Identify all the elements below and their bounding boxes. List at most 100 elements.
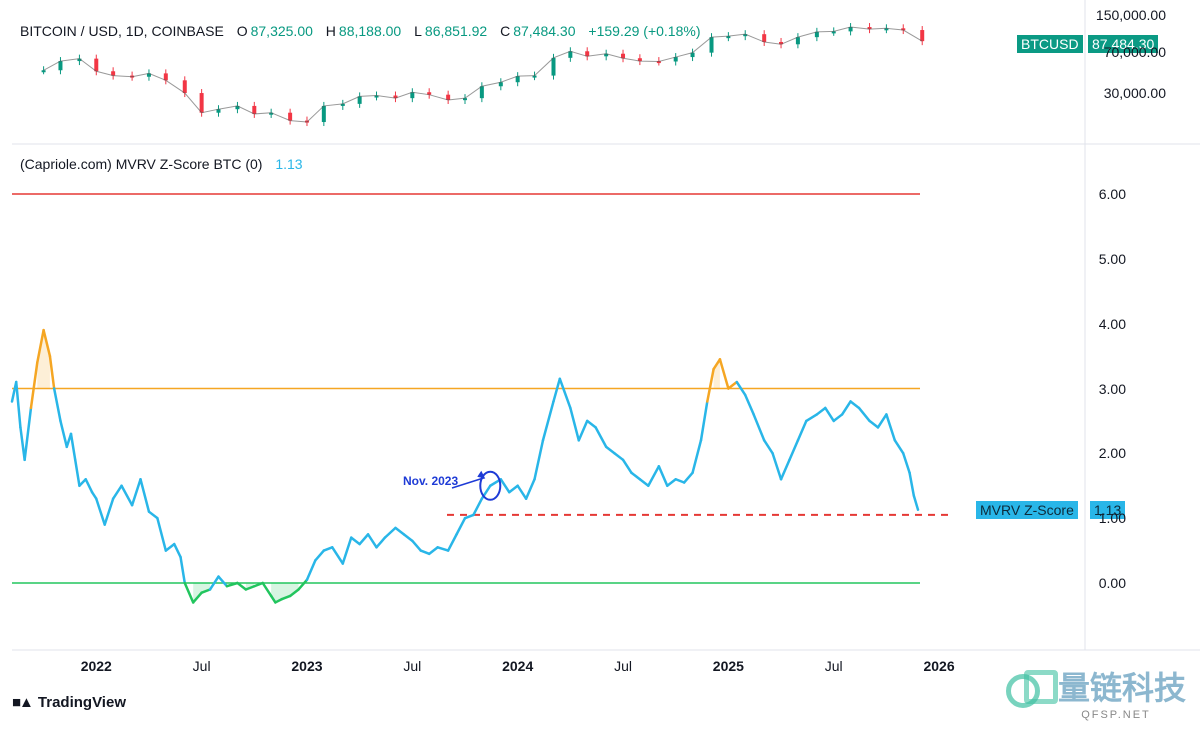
mvrv-line-segment <box>743 393 755 416</box>
mvrv-line-segment <box>788 439 800 462</box>
x-tick-label: 2025 <box>712 658 744 674</box>
mvrv-line-segment <box>69 432 77 462</box>
close-label: C <box>500 23 511 39</box>
mvrv-line-segment <box>638 478 650 487</box>
mvrv-line-segment <box>691 439 703 475</box>
mvrv-y-tick: 2.00 <box>1098 445 1126 462</box>
close-value: 87,484.30 <box>513 23 576 39</box>
mvrv-line-segment <box>331 546 345 565</box>
low-value: 86,851.92 <box>424 23 488 39</box>
mvrv-line-segment <box>394 526 406 536</box>
mvrv-line-segment <box>682 471 694 484</box>
low-label: L <box>414 23 422 39</box>
mvrv-line-segment <box>225 581 239 588</box>
mvrv-y-tick: 3.00 <box>1098 380 1126 397</box>
mvrv-line-segment <box>857 406 871 423</box>
mvrv-line-segment <box>84 478 94 494</box>
mvrv-line-segment <box>358 533 370 546</box>
mvrv-y-tick: 5.00 <box>1098 250 1126 267</box>
mvrv-badge-value: 1.13 <box>1090 501 1126 519</box>
mvrv-line-segment <box>280 594 292 601</box>
mvrv-line-segment <box>402 533 414 543</box>
mvrv-line-segment <box>179 555 187 585</box>
mvrv-line-segment <box>472 497 484 517</box>
mvrv-line-segment <box>411 539 423 552</box>
x-tick-label: Jul <box>192 658 211 674</box>
mvrv-line-segment <box>752 413 766 442</box>
mvrv-line-segment <box>657 465 669 487</box>
mvrv-line-segment <box>73 458 81 487</box>
mvrv-line-segment <box>577 419 589 442</box>
mvrv-line-segment <box>183 581 195 604</box>
mvrv-line-segment <box>217 575 229 588</box>
mvrv-line-segment <box>191 591 203 604</box>
mvrv-line-segment <box>647 465 661 487</box>
mvrv-y-tick: 4.00 <box>1098 315 1126 332</box>
x-tick-label: 2022 <box>80 658 112 674</box>
annotation-arrowhead <box>477 470 486 479</box>
mvrv-line-segment <box>383 526 397 539</box>
price-badge: BTCUSD <box>1017 35 1083 53</box>
tradingview-logo[interactable]: ■▲ TradingView <box>12 694 126 711</box>
mvrv-line-segment <box>706 367 715 403</box>
mvrv-line-segment <box>164 542 176 552</box>
price-badge-number: 87,484.30 <box>1092 36 1155 52</box>
mvrv-line-segment <box>269 594 277 604</box>
mvrv-line-segment <box>446 533 458 552</box>
price-header: BITCOIN / USD, 1D, COINBASE O 87,325.00 H… <box>20 23 704 39</box>
mvrv-line-segment <box>524 478 536 500</box>
tradingview-brand: TradingView <box>37 694 126 711</box>
mvrv-line-segment <box>120 484 134 507</box>
x-tick-label: Jul <box>403 658 422 674</box>
mvrv-line-segment <box>111 484 123 500</box>
mvrv-line-segment <box>236 581 248 591</box>
watermark-en: QFSP.NET <box>1081 709 1151 721</box>
mvrv-line-segment <box>762 439 774 455</box>
mvrv-line-segment <box>427 546 439 556</box>
mvrv-line-segment <box>585 419 597 429</box>
mvrv-line-segment <box>130 478 142 507</box>
mvrv-line-segment <box>261 581 273 598</box>
mvrv-line-segment <box>36 328 45 364</box>
mvrv-line-segment <box>42 328 52 358</box>
undervalued-fill <box>271 583 299 603</box>
high-label: H <box>325 23 336 39</box>
indicator-title: (Capriole.com) MVRV Z-Score BTC (0) <box>20 156 263 172</box>
mvrv-line-segment <box>727 380 739 390</box>
x-tick-label: Jul <box>614 658 632 674</box>
mvrv-line-segment <box>735 380 747 397</box>
mvrv-line-segment <box>604 445 616 455</box>
mvrv-badge-number: 1.13 <box>1094 502 1122 518</box>
mvrv-line-segment <box>507 484 519 494</box>
price-badge-value: 87,484.30 <box>1088 35 1159 53</box>
mvrv-line-segment <box>779 458 791 481</box>
mvrv-line-segment <box>541 400 555 442</box>
mvrv-line-segment <box>885 413 897 442</box>
mvrv-line-segment <box>499 478 511 494</box>
mvrv-line-segment <box>288 588 300 598</box>
watermark-cn: 量链科技 <box>1057 670 1186 706</box>
x-tick-label: 2024 <box>502 658 534 674</box>
mvrv-line-segment <box>103 497 115 526</box>
annotation-circle <box>479 470 502 501</box>
mvrv-line-segment <box>815 406 827 416</box>
mvrv-line-segment <box>59 419 69 449</box>
mvrv-line-segment <box>569 406 581 442</box>
mvrv-line-segment <box>19 426 26 462</box>
mvrv-line-segment <box>208 575 220 591</box>
mvrv-line-segment <box>90 490 98 500</box>
mvrv-line-segment <box>832 413 844 423</box>
mvrv-line-segment <box>48 354 56 390</box>
mvrv-line-segment <box>341 536 353 565</box>
mvrv-line-segment <box>840 400 852 416</box>
mvrv-line-segment <box>805 413 819 423</box>
watermark-logo-icon <box>1005 666 1058 708</box>
mvrv-line-segment <box>533 439 545 481</box>
high-value: 88,188.00 <box>338 23 402 39</box>
mvrv-y-tick: 0.00 <box>1098 575 1126 591</box>
mvrv-line-segment <box>674 478 686 484</box>
mvrv-line-segment <box>29 361 39 410</box>
mvrv-line-segment <box>366 533 378 549</box>
change-value: +159.29 (+0.18%) <box>588 23 701 39</box>
